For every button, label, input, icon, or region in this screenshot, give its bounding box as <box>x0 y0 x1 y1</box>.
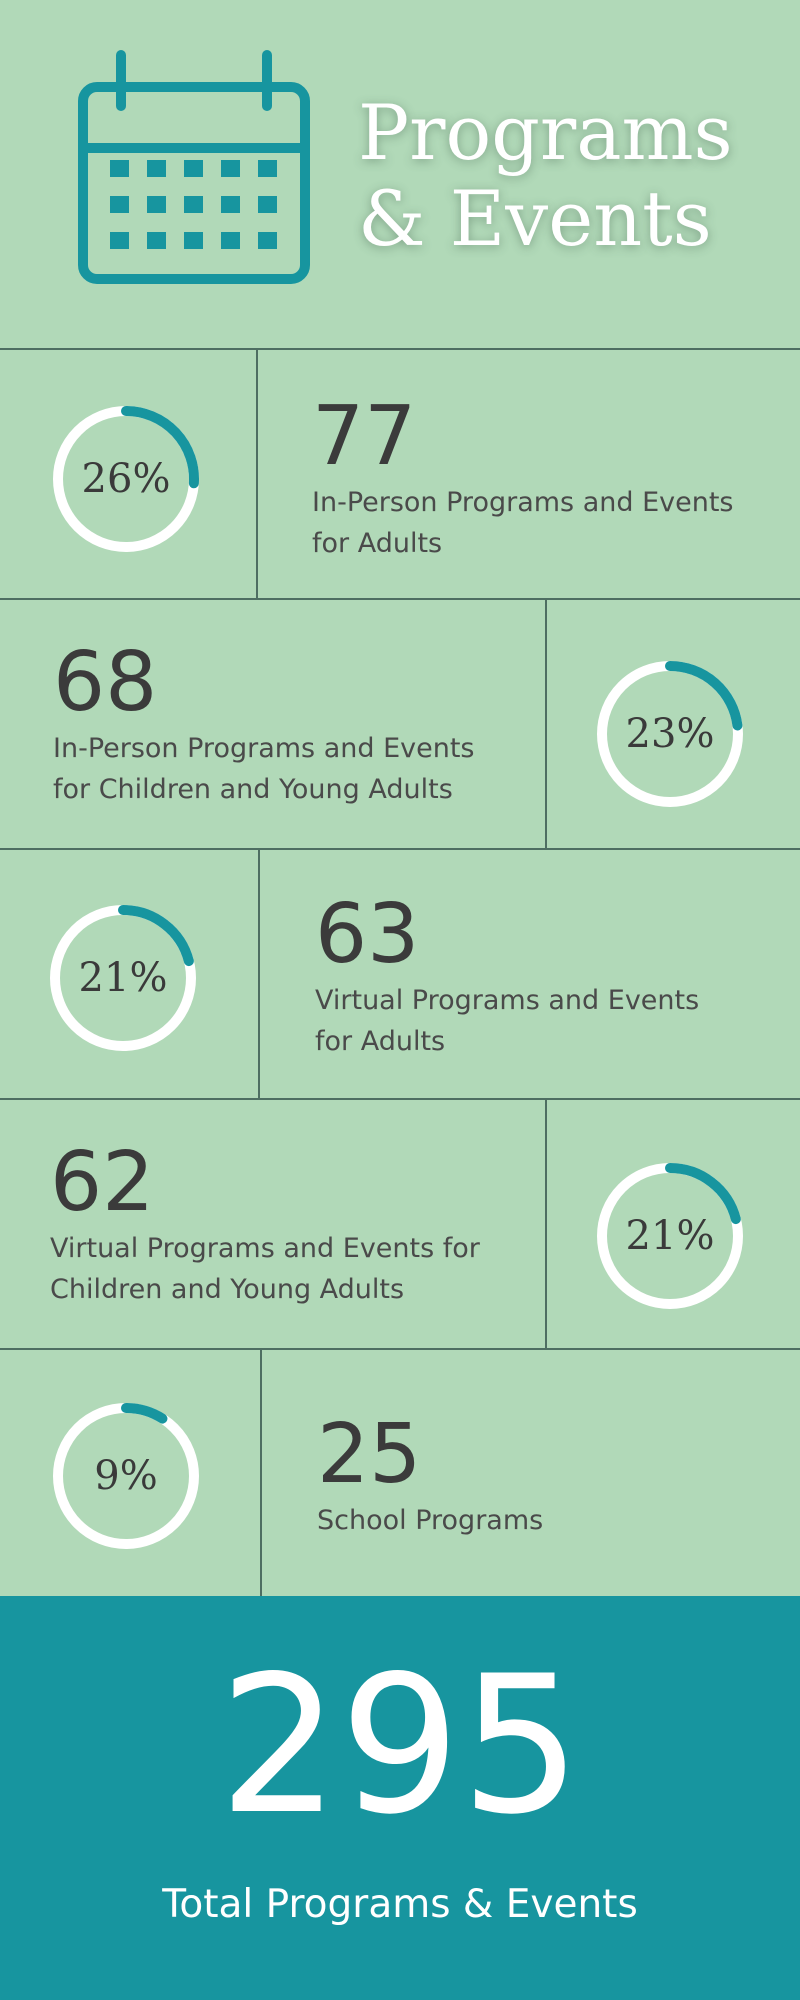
calendar-day-square <box>221 232 240 249</box>
percent-ring-arc <box>121 406 199 489</box>
calendar-day-square <box>221 160 240 177</box>
stat-block: 62 Virtual Programs and Events for Child… <box>50 1138 480 1310</box>
stat-label-line-2: for Adults <box>312 528 443 559</box>
calendar-day-square <box>258 160 277 177</box>
calendar-day-square <box>147 196 166 213</box>
percent-ring: 21% <box>50 905 196 1051</box>
total-label: Total Programs & Events <box>162 1882 638 1927</box>
calendar-icon <box>78 50 310 284</box>
header: Programs & Events <box>0 0 800 350</box>
stat-row-school: 9% 25 School Programs <box>0 1348 800 1598</box>
percent-label: 9% <box>94 1453 157 1499</box>
percent-ring-arc <box>121 1403 168 1424</box>
percent-ring-arc <box>665 1163 741 1225</box>
stat-value: 68 <box>53 635 158 730</box>
calendar-day-square <box>184 160 203 177</box>
stat-value: 25 <box>317 1407 422 1502</box>
stat-label-line-1: In-Person Programs and Events <box>53 733 475 764</box>
title-line-2: & Events <box>358 174 712 263</box>
stat-block: 68 In-Person Programs and Events for Chi… <box>53 638 475 810</box>
percent-label: 21% <box>79 955 168 1001</box>
stat-block: 63 Virtual Programs and Events for Adult… <box>315 890 699 1062</box>
stat-row-virtual-adults: 21% 63 Virtual Programs and Events for A… <box>0 850 800 1100</box>
calendar-day-square <box>258 232 277 249</box>
total-value: 295 <box>218 1635 582 1856</box>
stat-value: 77 <box>312 389 417 484</box>
row-divider <box>545 1100 547 1348</box>
title-line-1: Programs <box>358 88 733 177</box>
calendar-day-square <box>221 196 240 213</box>
calendar-day-square <box>110 196 129 213</box>
stat-value: 62 <box>50 1135 155 1230</box>
stat-label-line-2: for Adults <box>315 1026 446 1057</box>
percent-label: 21% <box>626 1213 715 1259</box>
calendar-day-square <box>110 160 129 177</box>
calendar-day-square <box>258 196 277 213</box>
stat-label-line-2: for Children and Young Adults <box>53 774 453 805</box>
percent-label: 26% <box>82 456 171 502</box>
percent-ring: 23% <box>597 661 743 807</box>
percent-ring-arc <box>665 661 743 731</box>
row-divider <box>256 350 258 598</box>
page-title: Programs & Events <box>358 90 733 262</box>
percent-ring-arc <box>118 905 194 967</box>
calendar-day-square <box>147 232 166 249</box>
percent-ring: 26% <box>53 406 199 552</box>
calendar-day-square <box>184 196 203 213</box>
stat-label-line-2: Children and Young Adults <box>50 1274 405 1305</box>
stat-row-virtual-children: 62 Virtual Programs and Events for Child… <box>0 1100 800 1350</box>
calendar-day-square <box>184 232 203 249</box>
row-divider <box>545 600 547 848</box>
stat-row-in-person-children: 68 In-Person Programs and Events for Chi… <box>0 600 800 850</box>
stat-label-line-1: Virtual Programs and Events <box>315 985 700 1016</box>
percent-label: 23% <box>626 711 715 757</box>
percent-ring: 21% <box>597 1163 743 1309</box>
stat-label-line-1: School Programs <box>317 1505 544 1536</box>
stat-label-line-1: In-Person Programs and Events <box>312 487 734 518</box>
calendar-day-square <box>110 232 129 249</box>
row-divider <box>258 850 260 1098</box>
stat-label-line-1: Virtual Programs and Events for <box>50 1233 480 1264</box>
stat-row-in-person-adults: 26% 77 In-Person Programs and Events for… <box>0 350 800 600</box>
stat-block: 25 School Programs <box>317 1410 543 1541</box>
calendar-day-square <box>147 160 166 177</box>
total-banner: 295 Total Programs & Events <box>0 1596 800 2000</box>
stat-value: 63 <box>315 887 420 982</box>
row-divider <box>260 1348 262 1596</box>
stat-block: 77 In-Person Programs and Events for Adu… <box>312 392 734 564</box>
percent-ring: 9% <box>53 1403 199 1549</box>
